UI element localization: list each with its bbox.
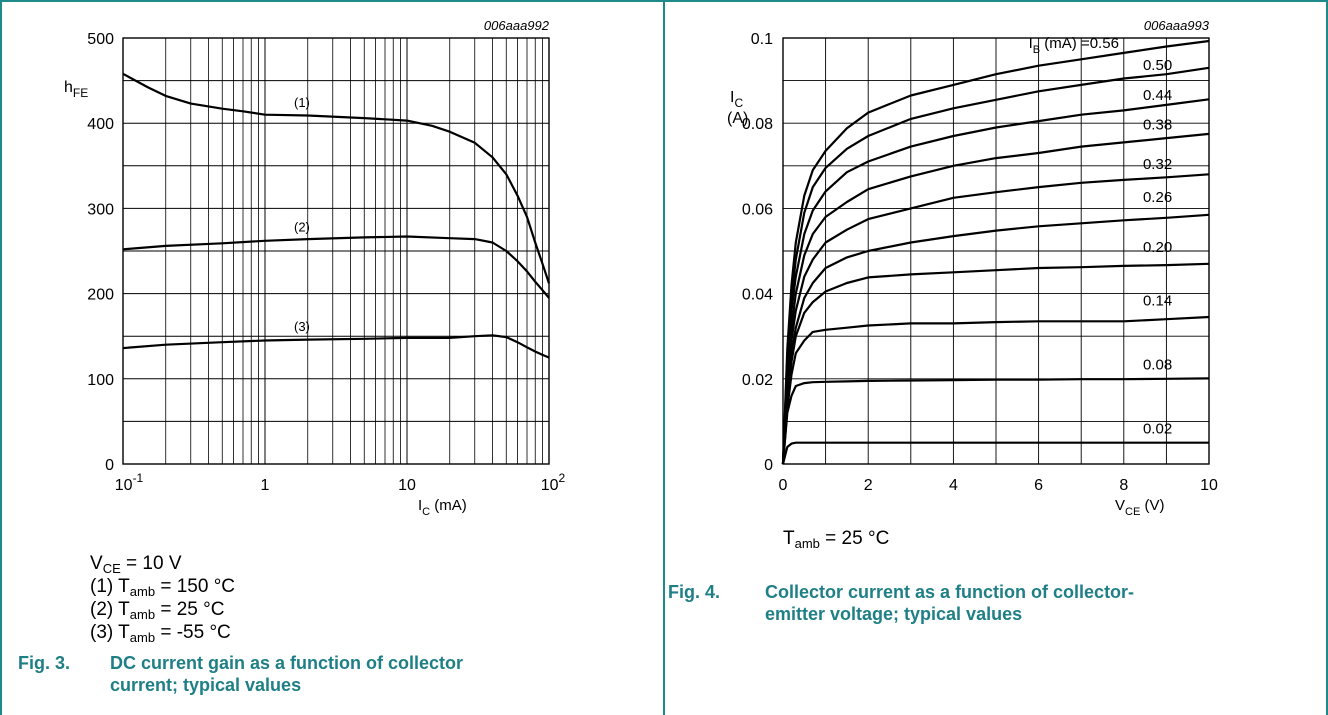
fig3-series-label: (3) (294, 319, 310, 334)
fig4-y-tick-label: 0.02 (742, 372, 773, 389)
fig3-condition-line: VCE = 10 V (90, 553, 182, 576)
fig3-x-tick-label: 10 (398, 477, 416, 494)
fig4-series-label: 0.50 (1143, 57, 1172, 74)
fig4-caption-line: emitter voltage; typical values (765, 604, 1023, 624)
fig4-series-line (781, 39, 1210, 465)
fig4-series-line (781, 173, 1210, 465)
fig3-condition-line: (3) Tamb = -55 °C (90, 622, 231, 645)
fig4-x-tick-label: 6 (1034, 477, 1043, 494)
fig4-plot-frame (782, 37, 1210, 465)
fig3-caption-line: current; typical values (110, 675, 302, 695)
fig3-series-line (122, 235, 550, 299)
fig3-series-line (122, 334, 550, 359)
fig3-y-tick-label: 0 (105, 457, 114, 474)
fig3-x-axis-label: IC (mA) (418, 497, 467, 518)
fig3-y-axis-label: hFE (64, 79, 88, 100)
fig3-x-tick-label: 1 (261, 477, 270, 494)
fig4-y-tick-label: 0.1 (751, 31, 773, 48)
fig4-x-tick-label: 4 (949, 477, 958, 494)
fig4-y-tick-label: 0.06 (742, 201, 773, 218)
fig4-code-label: 006aaa993 (1144, 18, 1210, 33)
fig4-x-tick-label: 0 (779, 477, 788, 494)
fig3-y-tick-label: 200 (87, 287, 114, 304)
fig4-x-tick-label: 2 (864, 477, 873, 494)
fig3-y-tick-label: 500 (87, 31, 114, 48)
panel-border-left (0, 0, 2, 715)
panel-divider (663, 0, 665, 715)
fig4-series-line (781, 315, 1210, 465)
fig4-series-line (781, 377, 1210, 465)
fig4-y-tick-label: 0.08 (742, 116, 773, 133)
fig4-series-label: 0.02 (1143, 420, 1172, 437)
fig4-series-label: 0.44 (1143, 87, 1172, 104)
fig3-plot-frame (122, 37, 550, 465)
fig3-caption-number: Fig. 3. (18, 653, 71, 673)
fig4-series-label: 0.14 (1143, 293, 1172, 310)
fig4-x-tick-label: 10 (1200, 477, 1218, 494)
fig4-series-label: 0.26 (1143, 189, 1172, 206)
fig4-caption: Fig. 4. Collector current as a function … (668, 581, 1318, 629)
fig3-conditions: VCE = 10 V (1) Tamb = 150 °C (2) Tamb = 25… (90, 552, 235, 644)
fig4-series-label-prefix: IB (mA) = (1029, 35, 1090, 56)
fig3-y-tick-label: 100 (87, 372, 114, 389)
fig3-caption-line: DC current gain as a function of collect… (110, 653, 464, 673)
fig3-series-line (122, 72, 551, 284)
fig3-series-label: (1) (294, 95, 310, 110)
fig4-series-label: 0.56 (1090, 35, 1119, 52)
fig4-x-axis-label: VCE (V) (1115, 497, 1164, 518)
fig3-x-tick-label: 10-1 (115, 471, 144, 494)
fig4-y-axis-unit: (A) (727, 110, 748, 127)
fig4-caption-line: Collector current as a function of colle… (765, 582, 1135, 602)
fig4-y-tick-label: 0.04 (742, 287, 773, 304)
fig4-series-line (781, 98, 1210, 465)
fig4-chart: 0 0.02 0.04 0.06 0.08 0.1 0 2 4 6 8 10 IC(A) VCE (V) 0… (727, 18, 1218, 518)
fig4-y-tick-label: 0 (764, 457, 773, 474)
fig3-code-label: 006aaa992 (484, 18, 550, 33)
fig3-series-label: (2) (294, 219, 310, 234)
fig4-series-line (781, 441, 1209, 465)
fig4-series-line (781, 213, 1210, 465)
fig3-condition-line: (1) Tamb = 150 °C (90, 576, 236, 599)
fig4-series-label: 0.32 (1143, 156, 1172, 173)
fig3-y-tick-label: 300 (87, 201, 114, 218)
fig4-y-axis-label: IC (730, 89, 743, 110)
fig3-y-tick-label: 400 (87, 116, 114, 133)
fig4-series-line (781, 132, 1210, 465)
panel-border-right (1326, 0, 1328, 715)
fig4-series-label: 0.20 (1143, 239, 1172, 256)
fig4-series-line (781, 262, 1210, 465)
fig4-caption-number: Fig. 4. (668, 582, 721, 602)
fig4-conditions: Tamb = 25 °C (783, 527, 889, 550)
fig3-chart: 0 100 200 300 400 500 10-1 1 10 102 hFE IC (mA) 006a… (64, 18, 566, 518)
fig3-x-tick-label: 102 (541, 471, 566, 494)
fig4-x-tick-label: 8 (1119, 477, 1128, 494)
fig4-series-label: 0.08 (1143, 356, 1172, 373)
fig3-caption: Fig. 3. DC current gain as a function of… (18, 652, 658, 700)
fig4-condition-line: Tamb = 25 °C (783, 528, 890, 551)
fig4-series-label: 0.38 (1143, 117, 1172, 134)
fig4-series-line (781, 66, 1210, 465)
fig3-condition-line: (2) Tamb = 25 °C (90, 599, 225, 622)
